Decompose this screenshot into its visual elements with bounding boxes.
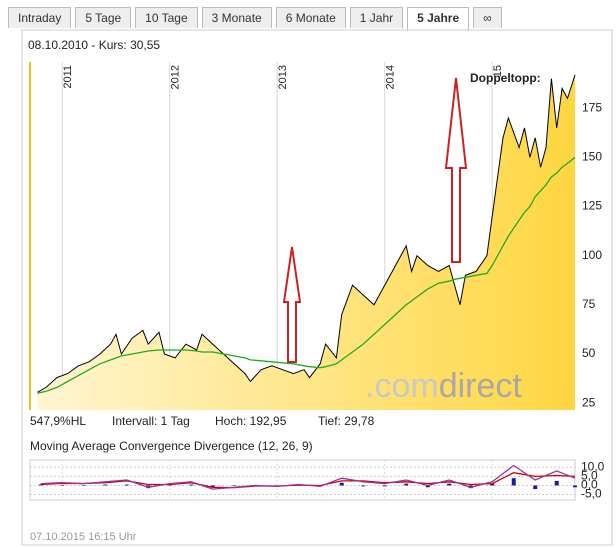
tab[interactable]: 5 Jahre: [407, 7, 470, 31]
histogram-bar: [60, 484, 65, 486]
watermark-part: direct: [439, 367, 523, 405]
stat: Tief: 29,78: [318, 414, 375, 428]
line: [40, 464, 576, 490]
histogram-bar: [361, 485, 366, 487]
macd-title: Moving Average Convergence Divergence (1…: [30, 439, 313, 453]
y-tick-label: 100: [582, 248, 602, 262]
price-line: [37, 74, 576, 393]
y-tick-label: 125: [582, 199, 602, 213]
annotation: Doppeltopp:: [470, 71, 541, 85]
x-tick-label: 15: [492, 65, 504, 77]
y-tick-label: 0,0: [581, 478, 598, 492]
histogram-bar: [447, 483, 452, 486]
histogram-bar: [490, 483, 495, 486]
x-tick-label: 2013: [277, 65, 289, 89]
histogram-bar: [124, 484, 129, 486]
timestamp: 07.10.2015 16:15 Uhr: [30, 531, 137, 543]
x-tick-label: 2014: [385, 65, 397, 89]
y-tick-label: 50: [582, 346, 596, 360]
arrow: [444, 77, 468, 263]
y-tick-label: 10,0: [581, 459, 605, 473]
histogram-bar: [103, 484, 108, 486]
histogram-bar: [339, 482, 344, 486]
histogram-bar: [232, 485, 237, 486]
stat: Intervall: 1 Tag: [112, 414, 190, 428]
y-tick-label: -5,0: [581, 487, 602, 501]
tab[interactable]: 6 Monate: [275, 7, 346, 28]
cursor-readout: 08.10.2010 - Kurs: 30,55: [28, 38, 160, 52]
stat: Hoch: 192,95: [215, 414, 287, 428]
histogram-bar: [81, 485, 86, 486]
x-tick-label: 2012: [170, 65, 182, 89]
histogram-bar: [533, 485, 538, 490]
price-area: [37, 74, 575, 411]
watermark-part: .com: [365, 367, 439, 405]
tab[interactable]: 5 Tage: [75, 7, 132, 28]
tab[interactable]: 1 Jahr: [349, 7, 404, 28]
tab[interactable]: 10 Tage: [135, 7, 198, 28]
histogram-bar: [573, 485, 577, 488]
tab[interactable]: Intraday: [8, 7, 72, 28]
histogram-bar: [189, 484, 194, 486]
y-tick-label: 175: [582, 100, 602, 114]
y-tick-label: 5,0: [581, 469, 598, 483]
line: [37, 156, 576, 394]
x-tick-label: 2011: [62, 65, 74, 89]
tab-bar: Intraday 5 Tage 10 Tage 3 Monate 6 Monate 1 J…: [8, 7, 502, 31]
watermark: .comdirect: [365, 367, 522, 405]
histogram-bar: [425, 485, 430, 488]
tab[interactable]: ∞: [473, 7, 502, 28]
stat: 547,9%HL: [30, 414, 86, 428]
tab[interactable]: 3 Monate: [201, 7, 272, 28]
histogram-bar: [382, 485, 387, 487]
y-tick-label: 25: [582, 395, 596, 409]
arrow: [282, 246, 302, 363]
plot-frame: [29, 459, 576, 501]
histogram-bar: [210, 485, 215, 488]
histogram-bar: [554, 480, 559, 486]
histogram-bar: [404, 483, 409, 486]
histogram-bar: [511, 478, 516, 486]
panel-frame: [21, 29, 613, 546]
y-tick-label: 150: [582, 150, 602, 164]
y-tick-label: 75: [582, 297, 596, 311]
